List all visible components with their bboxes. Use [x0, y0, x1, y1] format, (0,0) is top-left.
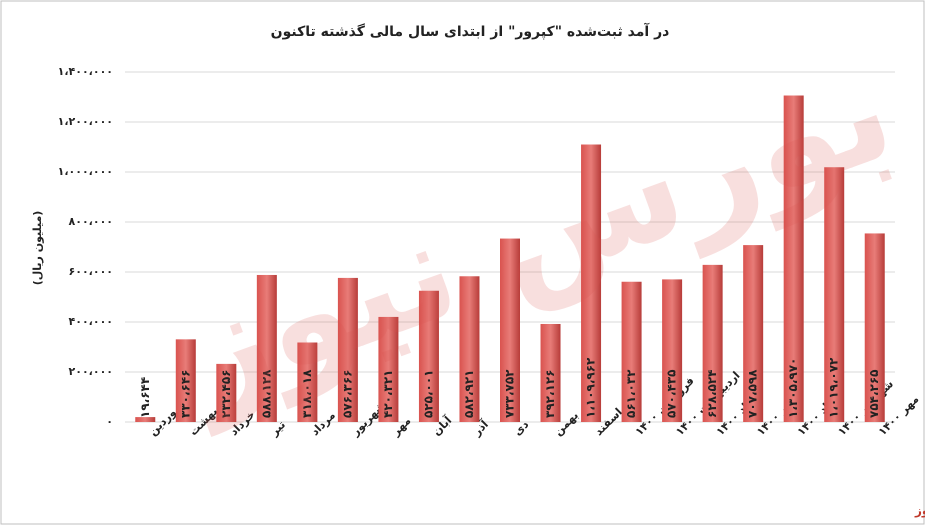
value-label: ۵۸۸،۱۲۸	[259, 369, 273, 418]
y-tick-label: ۰	[106, 415, 113, 428]
y-tick-label: ۱،۰۰۰،۰۰۰	[58, 165, 113, 178]
y-tick-label: ۲۰۰،۰۰۰	[69, 365, 113, 378]
value-label: ۳۱۸،۰۱۸	[300, 369, 314, 418]
value-label: ۱،۱۰۹،۹۶۲	[584, 357, 598, 418]
bar	[256, 274, 277, 422]
value-label: ۷۳۳،۷۵۲	[503, 369, 517, 418]
value-label: ۱،۰۱۹،۰۷۲	[827, 357, 841, 418]
value-label: ۵۸۲،۹۲۱	[462, 369, 476, 418]
bar	[216, 363, 237, 422]
bar	[743, 245, 764, 422]
value-label: ۷۰۷،۵۹۸	[746, 369, 760, 418]
bar	[824, 167, 845, 422]
value-label: ۳۹۲،۱۲۶	[543, 369, 557, 418]
bar	[459, 276, 480, 422]
value-label: ۱،۳۰۵،۹۷۰	[786, 358, 800, 418]
bar	[864, 233, 885, 422]
y-tick-label: ۸۰۰،۰۰۰	[69, 215, 113, 228]
value-label: ۵۷۶،۳۶۶	[340, 369, 354, 418]
bar	[621, 281, 642, 422]
bar	[540, 323, 561, 422]
bar	[581, 144, 602, 422]
bar	[337, 277, 358, 422]
bar	[135, 417, 156, 422]
bar	[500, 238, 520, 422]
value-label: ۶۲۸،۵۲۴	[705, 369, 719, 418]
chart-title: در آمد ثبت‌شده "کپرور" از ابتدای سال مال…	[271, 22, 670, 40]
bar	[783, 95, 804, 422]
y-tick-label: ۴۰۰،۰۰۰	[69, 315, 113, 328]
bar	[662, 279, 683, 422]
y-tick-label: ۱،۴۰۰،۰۰۰	[58, 65, 113, 78]
y-tick-label: ۱،۲۰۰،۰۰۰	[58, 115, 113, 128]
bar	[378, 316, 399, 422]
source: بورس نیوز	[914, 504, 925, 519]
value-label: ۲۳۲،۴۵۶	[219, 369, 233, 418]
value-label: ۳۳۰،۶۴۶	[178, 369, 192, 418]
bar	[702, 264, 723, 422]
value-label: ۵۲۵،۰۰۱	[421, 369, 435, 418]
value-label: ۷۵۴،۲۶۵	[867, 369, 881, 418]
bar	[418, 290, 439, 422]
bar	[297, 342, 318, 422]
y-tick-label: ۶۰۰،۰۰۰	[69, 265, 113, 278]
bar	[175, 339, 196, 422]
value-label: ۵۶۱،۰۳۲	[624, 369, 638, 418]
y-axis-title: (میلیون ریال)	[31, 211, 44, 286]
value-label: ۱۹،۶۴۴	[138, 377, 152, 418]
value-label: ۴۲۰،۳۲۱	[381, 369, 395, 418]
value-label: ۵۷۰،۴۳۵	[665, 369, 679, 418]
